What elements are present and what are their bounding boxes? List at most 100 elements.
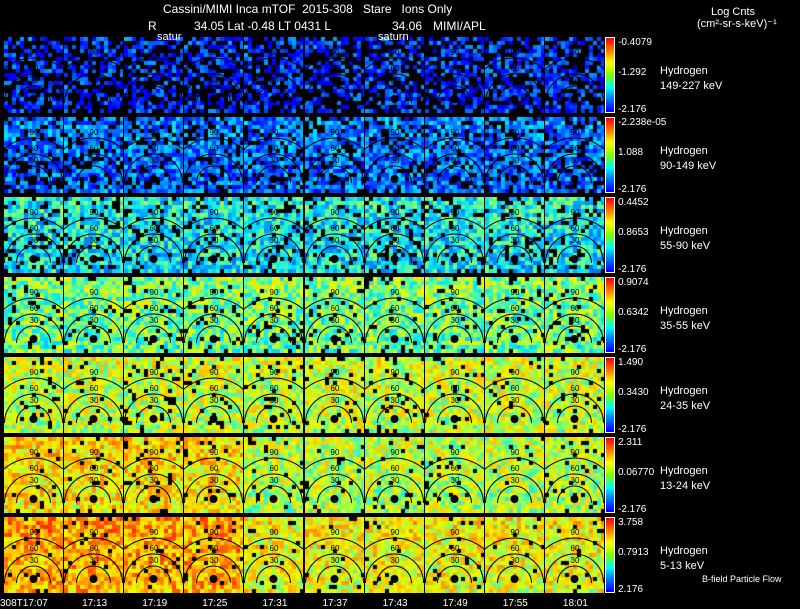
ring-label: 90 [90,448,99,457]
view-overlay: 90 60 30 [244,128,304,184]
ring-90 [544,297,604,310]
ring-90 [304,217,364,230]
ring-label: 90 [570,368,579,377]
ring-label: 30 [450,76,459,85]
colorbar [605,517,615,593]
heatmap-cell: 90 60 30 [304,117,364,193]
saturn-marker-icon [510,495,519,503]
ring-label: 90 [390,528,399,537]
heatmap-cell: 90 60 30 [184,437,244,513]
ring-label: 90 [450,208,459,217]
ring-60 [184,233,244,264]
energy-label: 149-227 keV [660,80,723,92]
ring-60 [364,473,424,504]
ring-90 [544,377,604,390]
ring-label: 60 [30,544,39,553]
ring-label: 90 [390,368,399,377]
ring-label: 30 [570,76,579,85]
ring-90 [544,137,604,150]
ring-60 [244,73,304,104]
ring-60 [304,233,364,264]
ring-label: 90 [210,528,219,537]
ring-label: 30 [30,316,39,325]
heatmap-cell: 90 60 30 [424,357,484,433]
view-overlay: 90 60 30 [184,288,244,344]
heatmap-cell: 90 60 30 [304,277,364,353]
ring-label: 30 [270,556,279,565]
view-overlay: 90 60 30 [484,288,544,344]
saturn-marker-icon [390,255,399,263]
ring-label: 30 [90,396,99,405]
heatmap-cell: 90 60 30 [64,277,124,353]
ring-60 [64,153,124,184]
heatmap-cell: 90 60 30 [304,437,364,513]
view-overlay: 90 60 30 [304,448,364,504]
ring-60 [424,473,484,504]
time-tick-label: 17:31 [262,598,288,609]
heatmap-cell: 90 60 30 [544,357,604,433]
ring-90 [544,537,604,550]
heatmap-cell: 90 60 30 [304,357,364,433]
view-overlay: 90 60 30 [364,288,424,344]
saturn-marker-icon [510,415,519,423]
ring-30 [436,565,472,584]
saturn-marker-icon [510,335,519,343]
view-overlay: 90 60 30 [64,208,124,264]
energy-label: 90-149 keV [660,160,717,172]
ring-30 [256,565,292,584]
ring-label: 90 [450,288,459,297]
ring-label: 60 [390,304,399,313]
ring-90 [304,377,364,390]
view-overlay: 90 60 30 [184,528,244,584]
ring-label: 90 [330,448,339,457]
ring-label: 60 [450,64,459,73]
heatmap-cell: 90 60 30 [544,277,604,353]
ring-30 [256,485,292,504]
ring-30 [556,165,592,184]
saturn-marker-icon [29,95,38,103]
ring-label: 30 [150,396,159,405]
saturn-marker-icon [570,95,579,103]
heatmap-cell: 90 60 30 [544,197,604,273]
saturn-marker-icon [450,255,459,263]
ring-label: 60 [570,544,579,553]
ring-30 [136,405,172,424]
ring-30 [316,485,352,504]
ring-label: 30 [150,236,159,245]
saturn-marker-icon [149,415,158,423]
ring-30 [376,85,412,104]
ring-label: 60 [270,144,279,153]
ring-label: 60 [570,464,579,473]
saturn-marker-icon [29,415,38,423]
ring-90 [124,57,184,70]
ring-label: 60 [330,464,339,473]
view-overlay: 90 60 30 [424,48,484,104]
ring-label: 90 [450,448,459,457]
ring-60 [424,553,484,584]
ring-60 [424,313,484,344]
ring-label: 30 [30,236,39,245]
ring-label: 60 [390,464,399,473]
ring-label: 90 [510,448,519,457]
ring-label: 90 [390,448,399,457]
ring-30 [76,165,112,184]
ring-label: 30 [150,76,159,85]
colorbar [605,437,615,513]
ring-label: 30 [390,476,399,485]
heatmap-cell: 90 60 30 [484,37,544,113]
ring-60 [64,473,124,504]
ring-60 [364,313,424,344]
view-overlay: 90 60 30 [304,208,364,264]
ring-90 [184,217,244,230]
time-tick-label: 18:01 [562,598,588,609]
saturn-marker-icon [89,575,98,583]
heatmap-cell: 90 60 30 [184,37,244,113]
ring-label: 90 [150,208,159,217]
ring-label: 30 [270,476,279,485]
species-label: Hydrogen [660,145,708,157]
saturn-marker-icon [89,495,98,503]
ring-90 [544,217,604,230]
ring-60 [364,153,424,184]
ring-label: 60 [510,544,519,553]
colorbar-cmax-label: 2.311 [618,437,643,448]
